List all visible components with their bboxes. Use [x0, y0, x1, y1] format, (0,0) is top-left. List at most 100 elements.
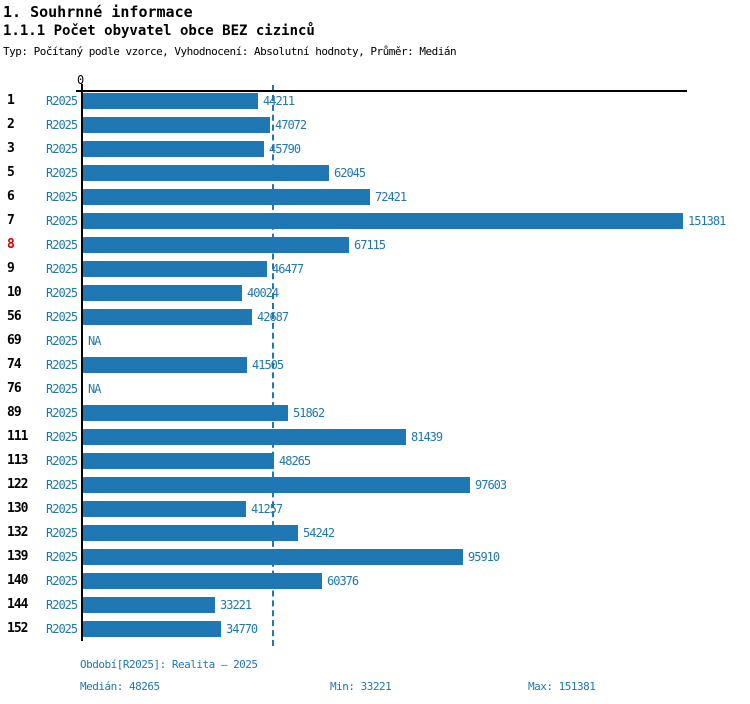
row-series-label: R2025	[46, 622, 78, 636]
row-category-label: 140	[7, 573, 29, 588]
chart-row: 5 R2025 62045	[0, 165, 750, 181]
row-category-label: 111	[7, 429, 29, 444]
row-bar	[83, 597, 215, 613]
row-bar	[83, 525, 298, 541]
row-value-label: 44211	[263, 94, 295, 108]
row-value-label: 41257	[251, 502, 283, 516]
chart-row: 2 R2025 47072	[0, 117, 750, 133]
row-series-label: R2025	[46, 166, 78, 180]
row-series-label: R2025	[46, 574, 78, 588]
row-category-label: 3	[7, 141, 15, 156]
row-value-label: 48265	[279, 454, 311, 468]
row-value-label: 95910	[468, 550, 500, 564]
row-bar	[83, 141, 264, 157]
row-bar	[83, 477, 470, 493]
row-category-label: 74	[7, 357, 22, 372]
row-bar	[83, 261, 267, 277]
row-na-label: NA	[88, 334, 101, 348]
row-value-label: 42687	[257, 310, 289, 324]
row-series-label: R2025	[46, 310, 78, 324]
row-value-label: 151381	[688, 214, 726, 228]
chart-row: 8 R2025 67115	[0, 237, 750, 253]
row-category-label: 6	[7, 189, 15, 204]
chart-row: 139 R2025 95910	[0, 549, 750, 565]
chart-row: 113 R2025 48265	[0, 453, 750, 469]
row-category-label: 8	[7, 237, 15, 252]
row-bar	[83, 573, 322, 589]
row-bar	[83, 117, 270, 133]
row-category-label: 132	[7, 525, 29, 540]
row-series-label: R2025	[46, 118, 78, 132]
row-series-label: R2025	[46, 430, 78, 444]
row-category-label: 113	[7, 453, 29, 468]
row-series-label: R2025	[46, 598, 78, 612]
row-series-label: R2025	[46, 550, 78, 564]
row-series-label: R2025	[46, 238, 78, 252]
chart-row: 122 R2025 97603	[0, 477, 750, 493]
row-series-label: R2025	[46, 190, 78, 204]
row-category-label: 89	[7, 405, 22, 420]
row-category-label: 1	[7, 93, 15, 108]
chart-meta-line: Typ: Počítaný podle vzorce, Vyhodnocení:…	[3, 45, 457, 58]
chart-row: 130 R2025 41257	[0, 501, 750, 517]
row-category-label: 139	[7, 549, 29, 564]
chart-row: 1 R2025 44211	[0, 93, 750, 109]
row-bar	[83, 621, 221, 637]
row-category-label: 56	[7, 309, 22, 324]
row-bar	[83, 429, 406, 445]
row-bar	[83, 285, 242, 301]
row-category-label: 130	[7, 501, 29, 516]
row-bar	[83, 213, 683, 229]
row-bar	[83, 309, 252, 325]
chart-row: 56 R2025 42687	[0, 309, 750, 325]
chart-row: 89 R2025 51862	[0, 405, 750, 421]
row-value-label: 67115	[354, 238, 386, 252]
chart-row: 7 R2025 151381	[0, 213, 750, 229]
row-bar	[83, 501, 246, 517]
row-series-label: R2025	[46, 358, 78, 372]
chart-row: 132 R2025 54242	[0, 525, 750, 541]
row-series-label: R2025	[46, 94, 78, 108]
report-title: 1. Souhrnné informace	[3, 3, 193, 21]
row-bar	[83, 357, 247, 373]
row-series-label: R2025	[46, 526, 78, 540]
period-label: Období[R2025]: Realita – 2025	[80, 658, 258, 671]
row-category-label: 122	[7, 477, 29, 492]
row-value-label: 47072	[275, 118, 307, 132]
chart-row: 6 R2025 72421	[0, 189, 750, 205]
section-title: 1.1.1 Počet obyvatel obce BEZ cizinců	[3, 23, 315, 39]
chart-row: 9 R2025 46477	[0, 261, 750, 277]
row-series-label: R2025	[46, 142, 78, 156]
row-category-label: 9	[7, 261, 15, 276]
row-na-label: NA	[88, 382, 101, 396]
chart-row: 69 R2025 NA	[0, 333, 750, 349]
row-value-label: 41505	[252, 358, 284, 372]
row-bar	[83, 453, 274, 469]
row-value-label: 40024	[247, 286, 279, 300]
row-category-label: 152	[7, 621, 29, 636]
row-series-label: R2025	[46, 406, 78, 420]
row-category-label: 76	[7, 381, 22, 396]
row-bar	[83, 237, 349, 253]
chart-row: 76 R2025 NA	[0, 381, 750, 397]
row-value-label: 60376	[327, 574, 359, 588]
row-value-label: 46477	[272, 262, 304, 276]
chart-row: 111 R2025 81439	[0, 429, 750, 445]
row-series-label: R2025	[46, 334, 78, 348]
row-bar	[83, 405, 288, 421]
row-category-label: 7	[7, 213, 15, 228]
row-series-label: R2025	[46, 214, 78, 228]
row-series-label: R2025	[46, 382, 78, 396]
row-value-label: 54242	[303, 526, 335, 540]
row-category-label: 144	[7, 597, 29, 612]
row-value-label: 45790	[269, 142, 301, 156]
row-series-label: R2025	[46, 478, 78, 492]
row-bar	[83, 93, 258, 109]
min-stat-label: Min: 33221	[330, 680, 392, 693]
row-category-label: 10	[7, 285, 22, 300]
chart-row: 74 R2025 41505	[0, 357, 750, 373]
row-series-label: R2025	[46, 262, 78, 276]
chart-row: 144 R2025 33221	[0, 597, 750, 613]
